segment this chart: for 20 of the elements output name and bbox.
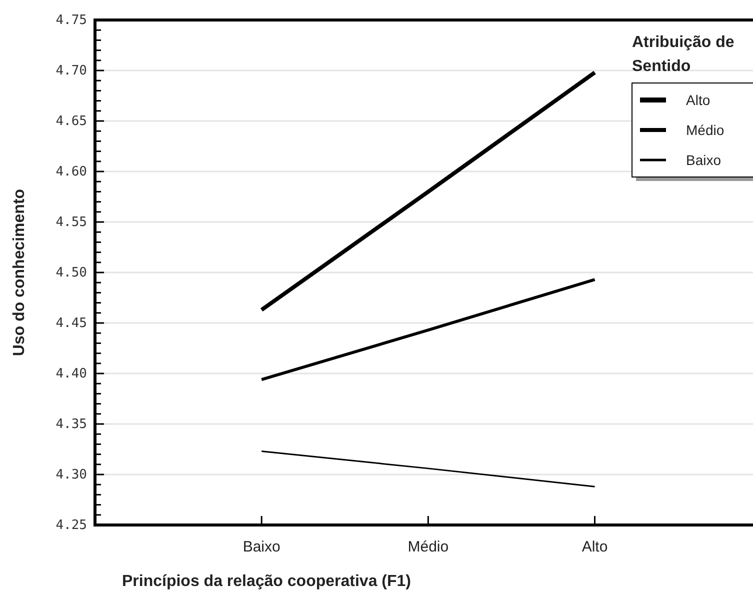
y-tick-label: 4.60 bbox=[56, 164, 87, 180]
y-axis-title: Uso do conhecimento bbox=[11, 188, 28, 356]
x-tick-label: Alto bbox=[582, 538, 608, 556]
text: 4.25 bbox=[56, 518, 87, 534]
y-tick-label: 4.40 bbox=[56, 366, 87, 382]
y-tick-label: 4.65 bbox=[56, 114, 87, 130]
y-tick-label: 4.35 bbox=[56, 417, 87, 432]
legend-label: Alto bbox=[686, 92, 710, 108]
legend-title: Atribuição de Sentido bbox=[632, 34, 734, 75]
y-tick-label: 4.70 bbox=[56, 64, 87, 79]
x-tick-label: Médio bbox=[408, 538, 449, 556]
x-tick-label: Baixo bbox=[242, 538, 280, 556]
y-tick-label: 4.75 bbox=[56, 13, 87, 28]
x-axis-title: Princípios da relação cooperativa (F1) bbox=[122, 573, 411, 590]
legend-label: Baixo bbox=[686, 152, 722, 168]
y-tick-label: 4.50 bbox=[56, 266, 87, 281]
legend-label: Médio bbox=[686, 122, 724, 138]
y-tick-label: 4.30 bbox=[56, 468, 87, 483]
y-tick-label: 4.55 bbox=[56, 215, 87, 230]
y-tick-label: 4.45 bbox=[56, 316, 87, 332]
